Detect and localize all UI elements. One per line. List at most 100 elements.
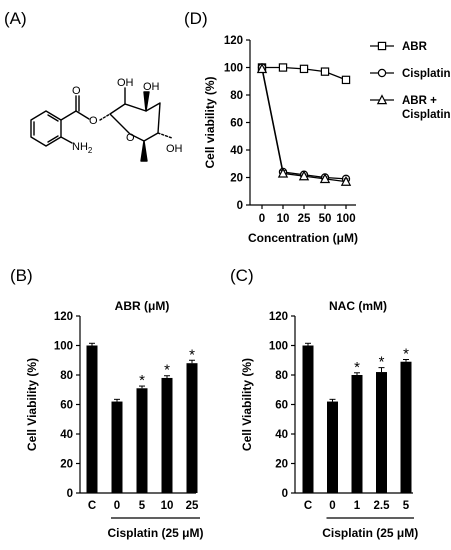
bar <box>302 345 314 493</box>
data-point <box>340 175 352 186</box>
wedge-methyl <box>140 140 148 162</box>
series-square <box>257 63 351 85</box>
legend-label-cont: Cisplatin <box>402 109 451 121</box>
bar <box>111 401 123 493</box>
y-tick-label: 80 <box>60 370 73 382</box>
panel-label-a: (A) <box>4 9 27 28</box>
bar <box>136 388 148 493</box>
bar <box>186 363 198 493</box>
y-tick-label: 100 <box>269 341 288 353</box>
series-line <box>261 67 347 180</box>
benzene-ring <box>30 110 62 147</box>
significance-star: * <box>164 362 170 379</box>
x-tick-label: C <box>304 500 312 512</box>
sugar-ring <box>109 102 161 142</box>
x-tick-label: 50 <box>319 213 332 225</box>
y-tick-label: 100 <box>224 63 243 75</box>
y-tick-label: 0 <box>282 488 288 500</box>
chart-c: 0 20 40 60 80 100 120 Cell Viability (%) NAC (mM… <box>240 299 418 540</box>
x-tick-label: 25 <box>186 500 199 512</box>
y-tick-label: 120 <box>54 311 73 323</box>
bond-ester-anomeric <box>99 113 111 121</box>
panel-label-d: (D) <box>184 9 208 28</box>
ester-o-label: O <box>89 115 98 127</box>
carbonyl-o-label: O <box>72 85 81 97</box>
y-tick-label: 100 <box>54 341 73 353</box>
y-axis-label: Cell Viability (%) <box>240 358 254 451</box>
oh-label-2: OH <box>143 81 160 93</box>
x-tick-label: 1 <box>354 500 361 512</box>
bond-ring-carbonyl <box>60 110 77 121</box>
legend-marker <box>377 41 387 51</box>
x-tick-label: 10 <box>277 213 290 225</box>
panel-label-c: (C) <box>230 266 254 285</box>
benzene-inner-bond-2 <box>47 135 59 143</box>
x-tick-label: 5 <box>139 500 146 512</box>
chart-title: NAC (mM) <box>329 299 387 313</box>
y-axis-label: Cell viability (%) <box>203 76 217 168</box>
bar <box>327 401 338 493</box>
oh-label-3: OH <box>166 143 183 155</box>
bond-carbonyl-ester-o <box>75 110 90 120</box>
bar <box>86 345 98 493</box>
panel-label-b: (B) <box>10 266 33 285</box>
bar <box>351 375 363 493</box>
chemical-structure <box>30 87 173 162</box>
data-point <box>299 64 309 74</box>
legend-label: ABR + <box>402 95 437 107</box>
legend-label: ABR <box>402 41 428 53</box>
y-tick-label: 0 <box>67 488 73 500</box>
x-axis-label: Cisplatin (25 μM) <box>322 526 418 540</box>
legend: ABR Cisplatin ABR + Cisplatin <box>370 41 451 121</box>
x-tick-label: 25 <box>298 213 311 225</box>
wedge-oh-2 <box>143 91 150 112</box>
benzene-inner-bond-3 <box>47 114 59 122</box>
y-tick-label: 40 <box>275 429 288 441</box>
series-triangle <box>256 63 352 186</box>
y-tick-label: 60 <box>60 400 73 412</box>
x-tick-label: 5 <box>403 500 410 512</box>
significance-star: * <box>139 372 145 389</box>
chart-d: 0 20 40 60 80 100 120 Cell viability (%) 0 10 25 50… <box>203 35 451 245</box>
bar <box>376 372 387 493</box>
oh-label-1: OH <box>117 77 134 89</box>
x-axis-label: Concentration (μM) <box>248 231 358 245</box>
y-tick-label: 20 <box>230 173 243 185</box>
y-tick-label: 60 <box>275 400 288 412</box>
x-tick-label: 100 <box>336 213 355 225</box>
nh2-label: NH2 <box>72 141 93 155</box>
significance-star: * <box>189 346 195 363</box>
data-point <box>278 63 288 72</box>
series-circle <box>257 63 351 184</box>
data-point <box>256 63 268 74</box>
y-tick-label: 20 <box>60 459 73 471</box>
y-tick-label: 40 <box>230 145 243 157</box>
legend-label: Cisplatin <box>402 68 451 80</box>
bond-ring-amine <box>60 136 73 144</box>
y-tick-label: 80 <box>230 90 243 102</box>
x-axis-label: Cisplatin (25 μM) <box>107 526 203 540</box>
x-tick-label: 2.5 <box>374 500 391 512</box>
y-tick-label: 120 <box>224 35 243 47</box>
chart-title: ABR (μM) <box>115 299 170 313</box>
x-tick-label: C <box>88 500 96 512</box>
x-tick-label: 10 <box>161 500 174 512</box>
x-tick-label: 0 <box>259 213 265 225</box>
data-point <box>320 67 330 76</box>
x-tick-label: 0 <box>114 500 120 512</box>
legend-marker <box>376 94 388 105</box>
significance-star: * <box>354 359 360 376</box>
data-point <box>341 75 351 85</box>
y-tick-label: 0 <box>237 200 243 212</box>
y-tick-label: 80 <box>275 370 288 382</box>
data-point <box>319 173 331 184</box>
bond-oh-3 <box>157 132 173 139</box>
significance-star: * <box>403 346 409 363</box>
y-axis-label: Cell Viability (%) <box>25 358 39 451</box>
y-tick-label: 60 <box>230 118 243 130</box>
x-tick-label: 0 <box>329 500 335 512</box>
series-line <box>261 68 347 183</box>
legend-marker <box>377 68 387 78</box>
